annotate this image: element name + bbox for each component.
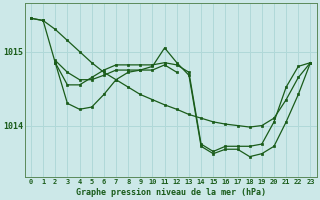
- X-axis label: Graphe pression niveau de la mer (hPa): Graphe pression niveau de la mer (hPa): [76, 188, 266, 197]
